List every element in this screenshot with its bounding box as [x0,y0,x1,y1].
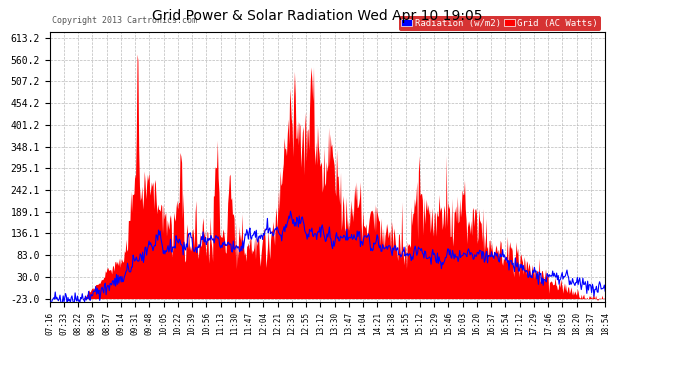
Text: Grid Power & Solar Radiation Wed Apr 10 19:05: Grid Power & Solar Radiation Wed Apr 10 … [152,9,482,23]
Legend: Radiation (w/m2), Grid (AC Watts): Radiation (w/m2), Grid (AC Watts) [399,16,600,30]
Text: Copyright 2013 Cartronics.com: Copyright 2013 Cartronics.com [52,16,197,25]
